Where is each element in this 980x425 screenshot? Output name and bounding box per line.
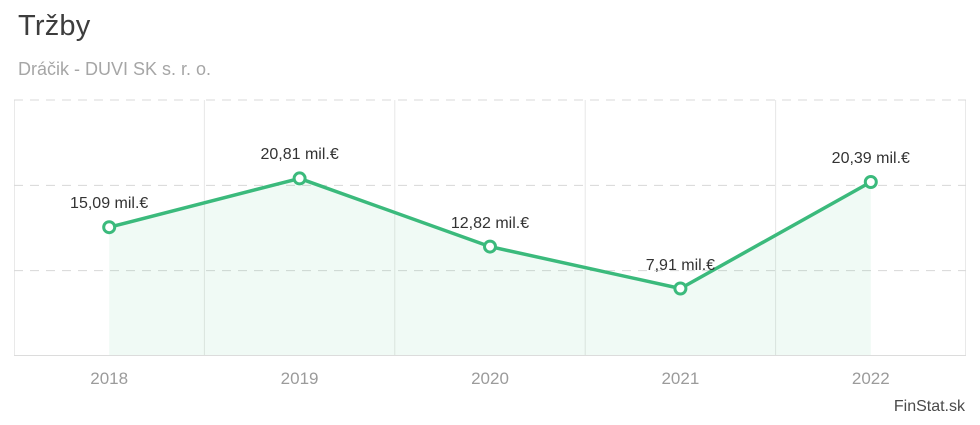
line-chart-plot-area: 15,09 mil.€ 20,81 mil.€ 12,82 mil.€ 7,91 mi… — [14, 99, 966, 356]
value-label-2022: 20,39 mil.€ — [831, 150, 910, 167]
finstat-watermark-link[interactable]: FinStat.sk — [893, 398, 965, 415]
data-point-2021[interactable] — [673, 281, 688, 296]
data-point-2022[interactable] — [863, 175, 878, 190]
line-chart-svg — [14, 99, 966, 356]
x-tick-2018: 2018 — [90, 369, 129, 388]
area-fill — [109, 178, 871, 356]
value-label-2019: 20,81 mil.€ — [260, 146, 339, 164]
chart-title: Tržby — [18, 10, 91, 42]
data-point-2018[interactable] — [102, 220, 117, 235]
data-point-2020[interactable] — [483, 239, 497, 254]
value-label-2020: 12,82 mil.€ — [450, 214, 530, 232]
x-tick-2019: 2019 — [280, 369, 319, 388]
value-label-2021: 7,91 mil.€ — [645, 256, 716, 274]
x-tick-2021: 2021 — [661, 369, 700, 388]
data-point-2019[interactable] — [292, 171, 307, 186]
x-tick-2022: 2022 — [851, 369, 890, 388]
chart-subtitle: Dráčik - DUVI SK s. r. o. — [18, 59, 212, 79]
x-axis: 2018 2019 2020 2021 2022 — [14, 369, 966, 391]
value-label-2018: 15,09 mil.€ — [70, 195, 149, 213]
x-tick-2020: 2020 — [471, 369, 509, 388]
